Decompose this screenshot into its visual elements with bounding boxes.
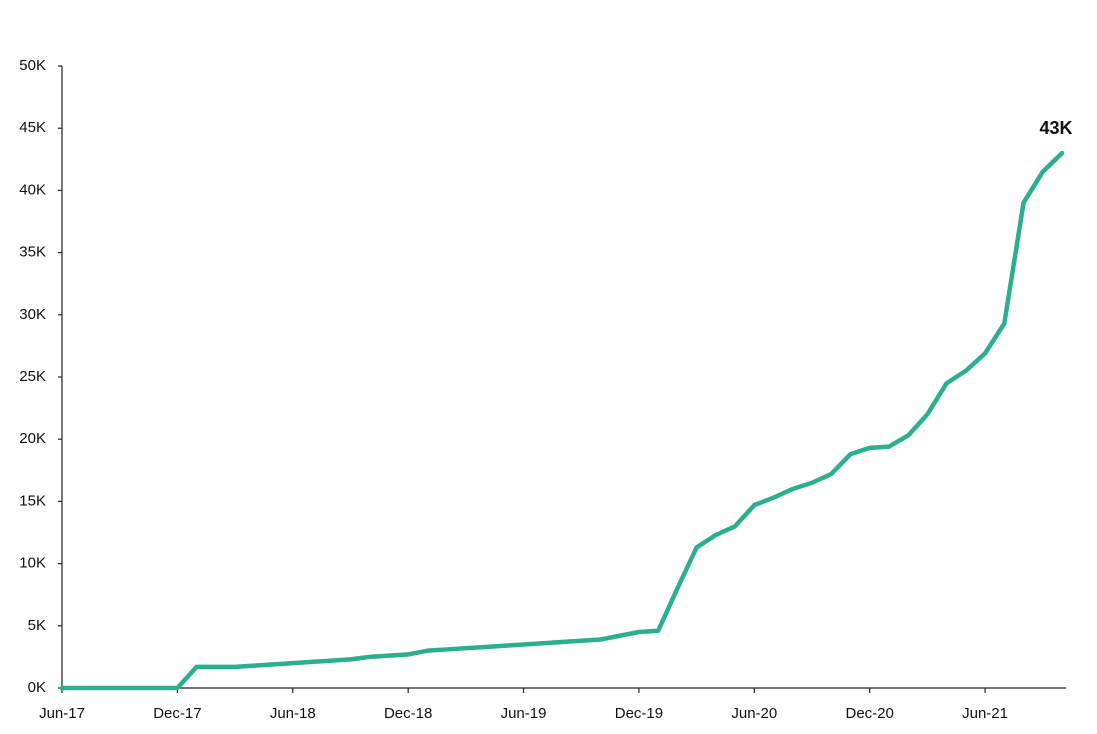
data-line xyxy=(59,150,1065,691)
x-tick-label: Dec-19 xyxy=(615,705,663,722)
annotation: 43K xyxy=(1039,118,1072,138)
x-tick-label: Jun-19 xyxy=(501,705,547,722)
x-tick-label: Jun-18 xyxy=(270,705,316,722)
y-tick-label: 10K xyxy=(19,555,46,572)
y-tick-label: 5K xyxy=(28,617,46,634)
y-tick-label: 50K xyxy=(19,57,46,74)
x-tick-label: Jun-17 xyxy=(39,705,85,722)
y-tick-label: 45K xyxy=(19,119,46,136)
x-tick-label: Dec-18 xyxy=(384,705,432,722)
y-tick-label: 35K xyxy=(19,244,46,261)
y-tick-label: 15K xyxy=(19,492,46,509)
x-tick-label: Dec-17 xyxy=(153,705,201,722)
y-tick-label: 25K xyxy=(19,368,46,385)
x-tick-label: Dec-20 xyxy=(846,705,894,722)
y-tick-label: 0K xyxy=(28,679,46,696)
x-tick-label: Jun-21 xyxy=(962,705,1008,722)
y-tick-label: 30K xyxy=(19,306,46,323)
x-tick-label: Jun-20 xyxy=(731,705,777,722)
y-tick-label: 40K xyxy=(19,181,46,198)
y-tick-label: 20K xyxy=(19,430,46,447)
